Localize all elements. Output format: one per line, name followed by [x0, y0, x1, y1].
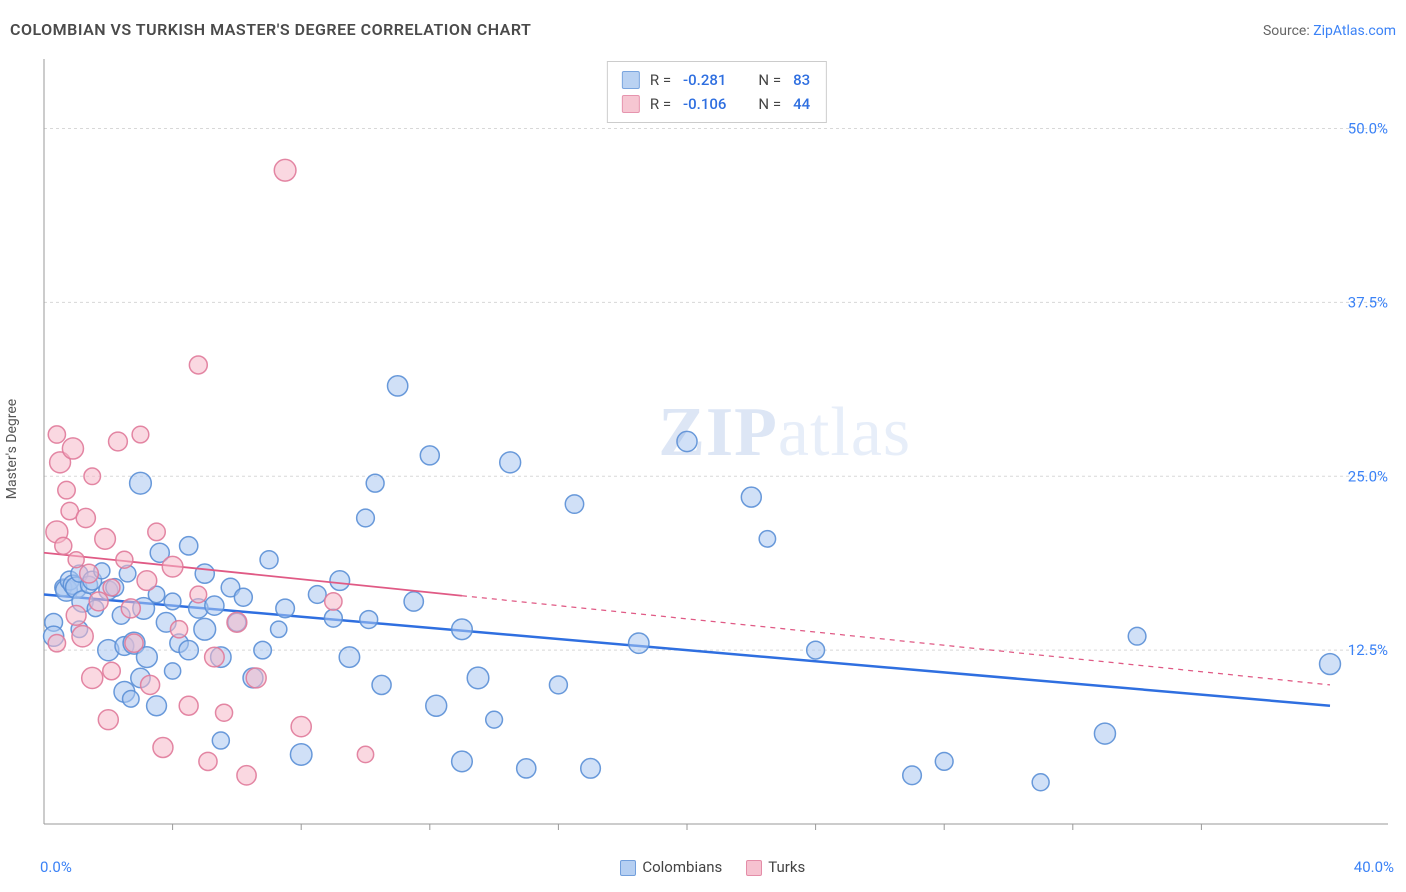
- source-attribution: Source: ZipAtlas.com: [1263, 23, 1396, 39]
- chart-title: COLOMBIAN VS TURKISH MASTER'S DEGREE COR…: [10, 20, 531, 39]
- y-axis-label: Master's Degree: [4, 398, 20, 498]
- stats-r-value: -0.281: [681, 68, 728, 92]
- legend-label: Turks: [768, 858, 805, 876]
- svg-text:12.5%: 12.5%: [1348, 641, 1388, 659]
- legend-item: Colombians: [620, 858, 722, 876]
- stats-row: R = -0.281 N = 83: [622, 68, 812, 92]
- stats-n-value: 83: [791, 68, 812, 92]
- x-axis-footer: 0.0% Colombians Turks 40.0%: [40, 858, 1394, 876]
- stats-n-label: N =: [758, 92, 781, 116]
- source-prefix: Source:: [1263, 23, 1313, 39]
- svg-text:50.0%: 50.0%: [1348, 120, 1388, 138]
- legend-swatch: [620, 860, 636, 876]
- series-legend: Colombians Turks: [72, 858, 1354, 876]
- stats-r-value: -0.106: [681, 92, 728, 116]
- stats-n-value: 44: [791, 92, 812, 116]
- stats-r-label: R =: [650, 92, 671, 116]
- legend-swatch: [746, 860, 762, 876]
- plot-area: Master's Degree ZIPatlas 12.5%25.0%37.5%…: [40, 55, 1394, 842]
- stats-r-label: R =: [650, 68, 671, 92]
- stats-legend-box: R = -0.281 N = 83 R = -0.106 N = 44: [607, 61, 827, 123]
- stats-n-label: N =: [758, 68, 781, 92]
- source-link[interactable]: ZipAtlas.com: [1313, 23, 1396, 39]
- scatter-plot-svg: 12.5% 25.0% 37.5% 50.0%: [40, 55, 1394, 842]
- stats-swatch: [622, 71, 640, 89]
- legend-item: Turks: [746, 858, 805, 876]
- svg-text:25.0%: 25.0%: [1348, 467, 1388, 485]
- x-axis-max-label: 40.0%: [1354, 858, 1394, 876]
- svg-text:37.5%: 37.5%: [1348, 293, 1388, 311]
- stats-row: R = -0.106 N = 44: [622, 92, 812, 116]
- x-axis-min-label: 0.0%: [40, 858, 72, 876]
- legend-label: Colombians: [642, 858, 722, 876]
- stats-swatch: [622, 95, 640, 113]
